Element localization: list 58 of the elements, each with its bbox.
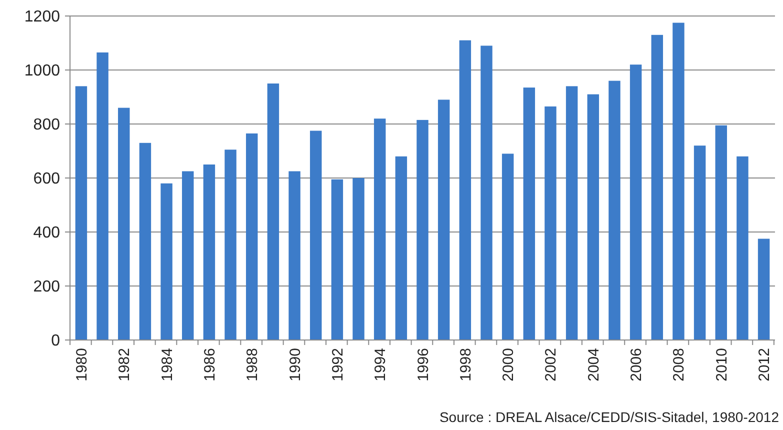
y-tick-label: 0 bbox=[51, 332, 60, 350]
x-tick-label: 1992 bbox=[329, 348, 346, 382]
bar bbox=[246, 133, 258, 340]
bar bbox=[758, 238, 770, 340]
bar bbox=[374, 118, 386, 340]
x-tick-label: 1988 bbox=[244, 348, 262, 382]
bar bbox=[651, 34, 664, 340]
x-tick-label: 1996 bbox=[414, 348, 432, 382]
bar bbox=[416, 120, 428, 340]
x-tick-label: 2002 bbox=[542, 348, 560, 382]
bar bbox=[160, 183, 172, 340]
bar bbox=[672, 22, 684, 340]
bar bbox=[203, 164, 216, 340]
bar bbox=[736, 156, 748, 340]
y-tick-label: 200 bbox=[33, 278, 60, 296]
bar bbox=[224, 150, 236, 340]
bar bbox=[459, 40, 472, 340]
x-tick-label: 1990 bbox=[286, 348, 304, 382]
bar bbox=[267, 84, 280, 340]
y-tick-label: 1200 bbox=[24, 8, 60, 26]
bar bbox=[587, 94, 600, 340]
bar bbox=[118, 108, 130, 340]
bar bbox=[438, 100, 450, 340]
bar bbox=[395, 156, 408, 340]
bar bbox=[544, 106, 556, 340]
bar bbox=[288, 171, 300, 340]
x-tick-label: 1986 bbox=[201, 348, 218, 382]
bar bbox=[480, 46, 492, 340]
source-note: Source : DREAL Alsace/CEDD/SIS-Sitadel, 1980-2012 bbox=[439, 409, 780, 425]
y-tick-label: 600 bbox=[33, 170, 60, 188]
y-tick-label: 1000 bbox=[24, 62, 60, 80]
x-tick-label: 1994 bbox=[372, 348, 390, 382]
bar bbox=[502, 154, 514, 340]
bar bbox=[75, 86, 88, 340]
bar bbox=[694, 146, 706, 340]
bar bbox=[566, 86, 578, 340]
x-tick-label: 2006 bbox=[628, 348, 646, 382]
bar bbox=[715, 125, 728, 340]
x-tick-label: 2012 bbox=[756, 348, 774, 382]
y-tick-label: 400 bbox=[33, 224, 60, 242]
bar bbox=[139, 142, 152, 340]
x-tick-label: 1980 bbox=[73, 348, 90, 382]
x-tick-label: 2008 bbox=[670, 348, 688, 382]
x-tick-label: 1982 bbox=[116, 348, 134, 382]
bar bbox=[310, 130, 322, 340]
bar bbox=[630, 64, 642, 340]
bar bbox=[182, 171, 194, 340]
y-tick-label: 800 bbox=[33, 116, 60, 134]
bar bbox=[331, 179, 344, 340]
x-tick-label: 2010 bbox=[713, 348, 730, 382]
x-tick-label: 1998 bbox=[457, 348, 474, 382]
x-tick-label: 2000 bbox=[500, 348, 518, 382]
bar bbox=[352, 178, 364, 340]
bar bbox=[96, 52, 108, 340]
x-tick-label: 2004 bbox=[585, 348, 602, 382]
bar bbox=[523, 88, 536, 340]
x-tick-label: 1984 bbox=[158, 348, 176, 382]
bar bbox=[608, 80, 620, 340]
